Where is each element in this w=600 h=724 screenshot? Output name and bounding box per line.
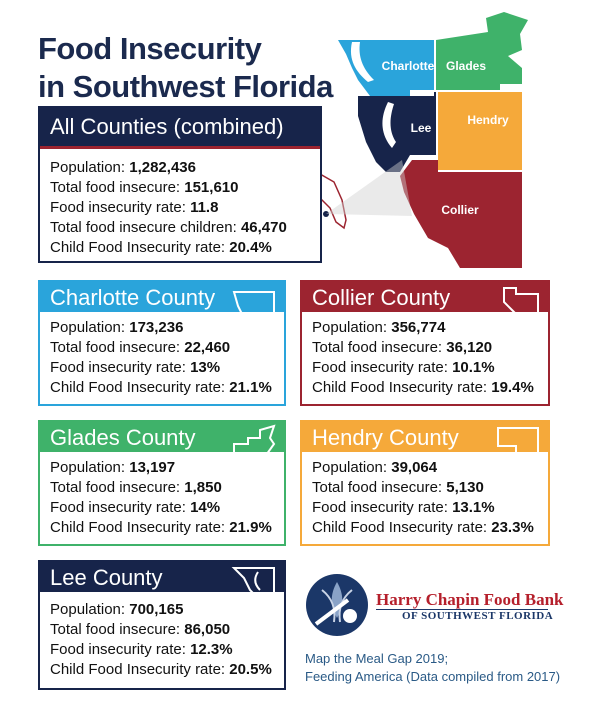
stat-row: Food insecurity rate: 14% [50, 499, 221, 516]
title-line-2: in Southwest Florida [38, 69, 333, 104]
stat-row: Food insecurity rate: 10.1% [312, 359, 495, 376]
collier-outline-icon [503, 287, 539, 319]
stat-row: Food insecurity rate: 11.8 [50, 199, 219, 216]
glades-county-box: Glades County Population: 13,197 Total f… [38, 420, 286, 546]
all-counties-header: All Counties (combined) [40, 108, 320, 149]
hendry-outline-icon [497, 427, 539, 459]
lee-stats: Population: 700,165 Total food insecure:… [50, 600, 272, 680]
logo-divider [376, 609, 548, 610]
stat-row: Child Food Insecurity rate: 21.9% [50, 519, 272, 536]
map-label-hendry: Hendry [467, 113, 509, 127]
hendry-county-header: Hendry County [302, 422, 548, 459]
stat-row: Population: 356,774 [312, 319, 446, 336]
hendry-stats: Population: 39,064 Total food insecure: … [312, 458, 534, 538]
stat-row: Total food insecure: 1,850 [50, 479, 222, 496]
county-map: Charlotte Glades Lee Hendry Collier [265, 12, 528, 268]
stat-row: Total food insecure: 86,050 [50, 621, 231, 638]
stat-row: Total food insecure: 22,460 [50, 339, 231, 356]
stat-row: Child Food Insecurity rate: 20.5% [50, 661, 272, 678]
stat-row: Food insecurity rate: 13.1% [312, 499, 495, 516]
source-line-1: Map the Meal Gap 2019; [305, 651, 449, 666]
stat-row: Total food insecure: 36,120 [312, 339, 493, 356]
logo-name: Harry Chapin Food Bank [376, 590, 564, 609]
stat-row: Child Food Insecurity rate: 23.3% [312, 519, 534, 536]
stat-row: Total food insecure: 5,130 [312, 479, 484, 496]
florida-location-dot [323, 211, 329, 217]
lee-county-box: Lee County Population: 700,165 Total foo… [38, 560, 286, 690]
all-counties-stats: Population: 1,282,436 Total food insecur… [50, 158, 287, 258]
logo-subtitle: OF SOUTHWEST FLORIDA [402, 610, 554, 622]
stat-row: Population: 700,165 [50, 601, 184, 618]
source-note: Map the Meal Gap 2019; Feeding America (… [305, 650, 560, 686]
glades-stats: Population: 13,197 Total food insecure: … [50, 458, 272, 538]
lee-county-header: Lee County [40, 562, 284, 600]
stat-row: Population: 39,064 [312, 459, 438, 476]
glades-county-header: Glades County [40, 422, 284, 459]
map-label-glades: Glades [446, 59, 486, 73]
stat-row: Child Food Insecurity rate: 20.4% [50, 239, 272, 256]
stat-row: Population: 13,197 [50, 459, 176, 476]
charlotte-outline-icon [232, 291, 275, 319]
map-label-charlotte: Charlotte [382, 59, 435, 73]
charlotte-stats: Population: 173,236 Total food insecure:… [50, 318, 272, 398]
collier-stats: Population: 356,774 Total food insecure:… [312, 318, 534, 398]
food-bank-logo-icon [306, 574, 368, 636]
glades-outline-icon [233, 424, 276, 459]
stat-row: Population: 1,282,436 [50, 159, 196, 176]
all-counties-box: All Counties (combined) Population: 1,28… [38, 106, 322, 263]
map-lee [358, 92, 436, 172]
map-charlotte [338, 40, 434, 96]
charlotte-county-header: Charlotte County [40, 282, 284, 319]
map-glades [436, 12, 528, 90]
map-hendry [438, 92, 522, 170]
collier-county-box: Collier County Population: 356,774 Total… [300, 280, 550, 406]
map-label-collier: Collier [441, 203, 479, 217]
page-title: Food Insecurity in Southwest Florida [38, 30, 333, 106]
stat-row: Total food insecure children: 46,470 [50, 219, 287, 236]
lee-outline-icon [231, 567, 275, 600]
source-line-2: Feeding America (Data compiled from 2017… [305, 669, 561, 684]
title-line-1: Food Insecurity [38, 31, 262, 66]
stat-row: Food insecurity rate: 12.3% [50, 641, 233, 658]
hendry-county-box: Hendry County Population: 39,064 Total f… [300, 420, 550, 546]
stat-row: Population: 173,236 [50, 319, 184, 336]
stat-row: Food insecurity rate: 13% [50, 359, 221, 376]
charlotte-county-box: Charlotte County Population: 173,236 Tot… [38, 280, 286, 406]
stat-row: Child Food Insecurity rate: 21.1% [50, 379, 272, 396]
map-label-lee: Lee [411, 121, 432, 135]
collier-county-header: Collier County [302, 282, 548, 319]
all-counties-title: All Counties (combined) [50, 114, 284, 139]
map-collier [400, 160, 522, 268]
stat-row: Child Food Insecurity rate: 19.4% [312, 379, 534, 396]
stat-row: Total food insecure: 151,610 [50, 179, 239, 196]
